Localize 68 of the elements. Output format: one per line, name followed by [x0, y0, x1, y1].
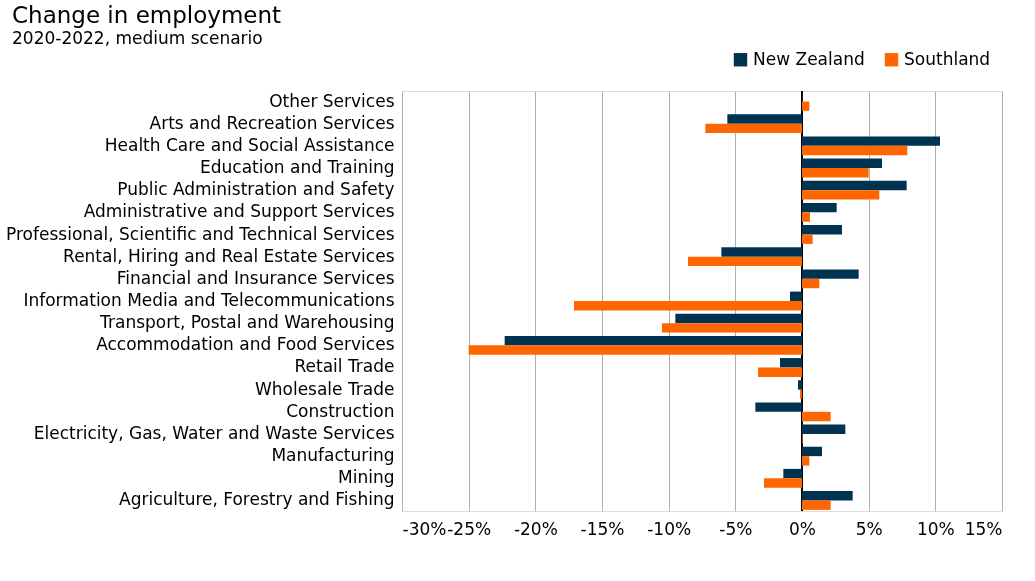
text: 2020-2022, medium scenario: [12, 28, 263, 48]
y-tick-label: Public Administration and Safety: [117, 179, 395, 200]
y-tick-label: Financial and Insurance Services: [116, 267, 395, 288]
bar: [802, 500, 831, 510]
text: Change in employment: [12, 2, 282, 28]
bar: [755, 402, 802, 412]
x-tick-label: -20%: [513, 518, 558, 539]
x-tick-label: 5%: [855, 518, 883, 539]
bar: [783, 468, 802, 479]
bar: [727, 114, 802, 124]
bar: [802, 202, 837, 213]
bar: [802, 136, 940, 146]
y-tick-label: Information Media and Telecommunications: [23, 290, 395, 310]
bar: [705, 123, 802, 134]
bar: [802, 168, 869, 178]
legend-label: New Zealand: [753, 48, 865, 69]
bar: [802, 456, 810, 466]
bar: [802, 190, 880, 200]
x-tick-label: -5%: [719, 518, 753, 539]
bar: [574, 301, 802, 311]
bar: [758, 367, 802, 377]
bar: [798, 380, 802, 390]
bar: [802, 212, 810, 222]
bar: [662, 323, 802, 333]
bar: [802, 158, 882, 169]
x-tick-label: -15%: [580, 518, 625, 539]
bar: [504, 335, 802, 346]
bar: [802, 411, 831, 422]
y-tick-label: Construction: [286, 400, 395, 421]
bar: [721, 247, 802, 257]
y-tick-label: Other Services: [269, 90, 395, 111]
bar: [802, 101, 810, 111]
legend-label: Southland: [904, 48, 991, 69]
x-tick-label: -25%: [447, 518, 492, 539]
y-tick-label: Health Care and Social Assistance: [104, 134, 395, 155]
x-tick-label: -30%: [402, 518, 447, 539]
bar: [802, 424, 846, 434]
bar: [802, 278, 820, 289]
bar: [802, 180, 907, 191]
bar: [764, 478, 802, 488]
y-tick-label: Education and Training: [199, 157, 395, 178]
bar: [802, 225, 842, 235]
bar: [688, 256, 802, 267]
bar: [675, 313, 802, 324]
x-tick-label: 0%: [789, 518, 816, 539]
y-tick-label: Professional, Scientific and Technical Services: [6, 223, 395, 244]
y-tick-label: Agriculture, Forestry and Fishing: [119, 489, 395, 510]
bar: [802, 269, 859, 279]
y-tick-label: Administrative and Support Services: [83, 201, 395, 222]
x-tick-label: 10%: [916, 518, 955, 539]
y-tick-label: Electricity, Gas, Water and Waste Services: [33, 422, 395, 443]
y-tick-label: Accommodation and Food Services: [96, 334, 395, 355]
bar: [802, 145, 908, 156]
bar: [790, 291, 802, 301]
x-tick-label: 15%: [964, 518, 1003, 539]
y-tick-label: Rental, Hiring and Real Estate Services: [63, 245, 395, 266]
x-tick-label: -10%: [647, 518, 692, 539]
y-tick-label: Wholesale Trade: [254, 378, 395, 399]
y-tick-label: Arts and Recreation Services: [149, 112, 395, 133]
y-tick-label: Mining: [338, 467, 395, 488]
bar: [468, 345, 802, 355]
bar: [802, 234, 813, 244]
y-tick-label: Retail Trade: [294, 356, 395, 377]
bar: [780, 358, 802, 368]
y-tick-label: Manufacturing: [271, 445, 395, 466]
y-tick-label: Transport, Postal and Warehousing: [99, 312, 395, 333]
bar: [802, 446, 822, 457]
bar: [802, 491, 853, 501]
